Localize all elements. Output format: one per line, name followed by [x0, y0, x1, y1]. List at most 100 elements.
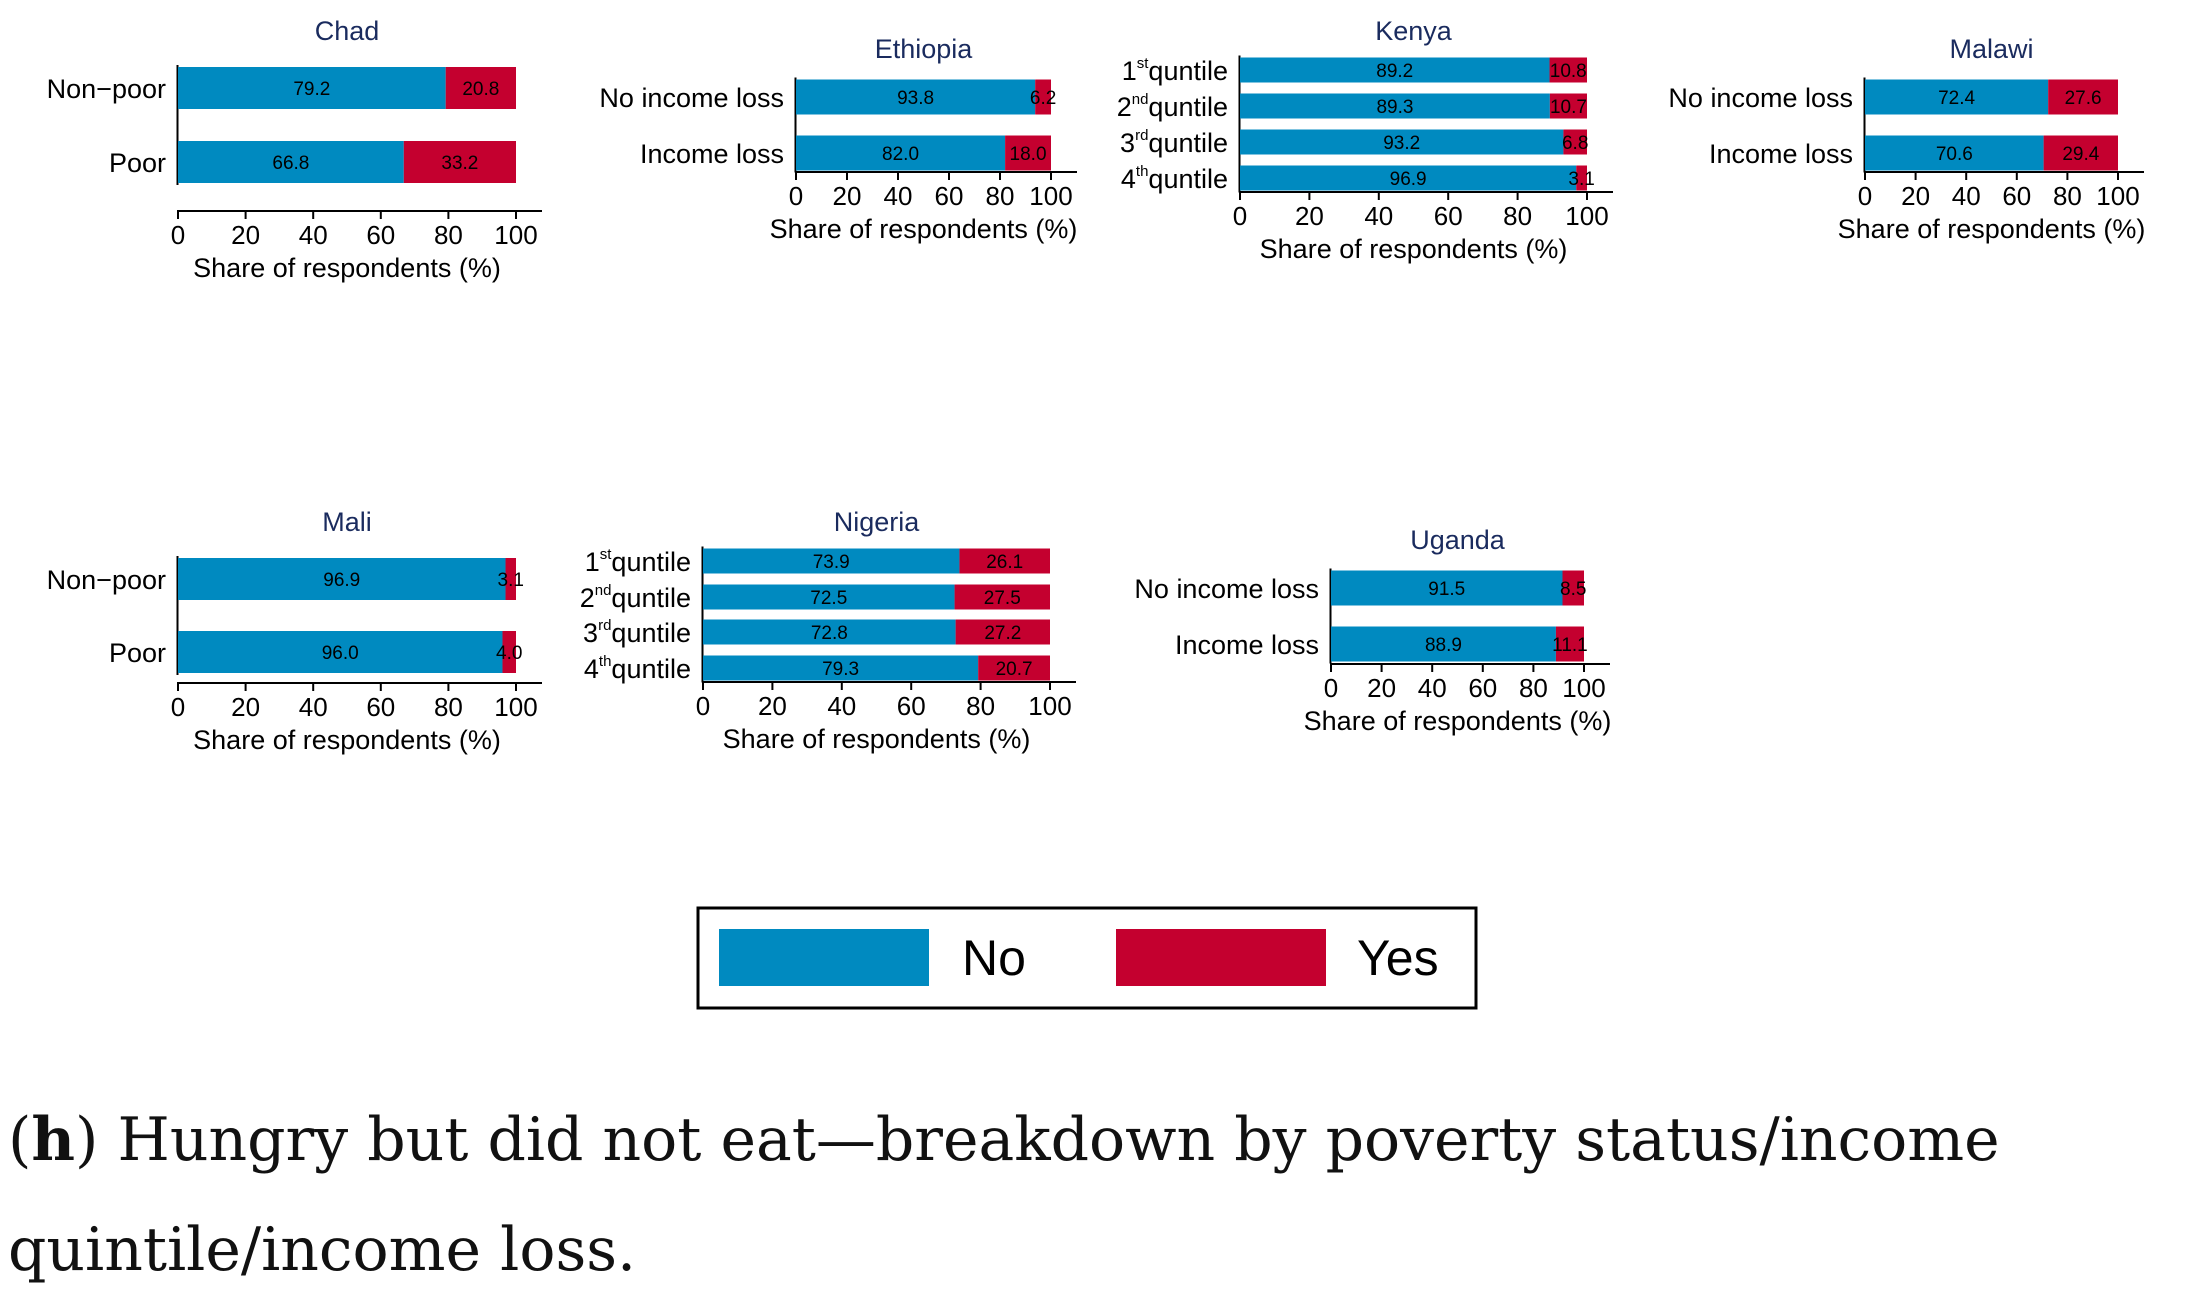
x-tick-label: 80 — [434, 692, 463, 722]
x-tick-label: 100 — [1565, 201, 1608, 231]
x-tick-label: 60 — [1468, 673, 1497, 703]
x-tick-label: 20 — [833, 181, 862, 211]
data-label-no: 93.8 — [897, 88, 934, 109]
data-label-no: 73.9 — [813, 552, 850, 573]
category-label: No income loss — [1134, 574, 1319, 604]
x-tick-label: 60 — [1434, 201, 1463, 231]
x-tick-label: 40 — [1364, 201, 1393, 231]
x-tick-label: 100 — [494, 220, 537, 250]
data-label-no: 91.5 — [1428, 579, 1465, 600]
x-tick-label: 0 — [1233, 201, 1247, 231]
x-tick-label: 40 — [299, 220, 328, 250]
bar-no — [178, 67, 446, 109]
data-label-no: 66.8 — [272, 153, 309, 174]
x-tick-label: 40 — [1418, 673, 1447, 703]
category-label: 2ndquntile — [580, 582, 691, 613]
data-label-yes: 27.2 — [984, 623, 1021, 644]
data-label-yes: 3.1 — [498, 570, 524, 591]
legend-label-no: No — [962, 930, 1026, 986]
x-tick-label: 60 — [366, 220, 395, 250]
bar-no — [703, 655, 979, 681]
data-label-no: 79.3 — [822, 659, 859, 680]
x-tick-label: 0 — [171, 692, 185, 722]
legend-label-yes: Yes — [1357, 930, 1439, 986]
x-axis-label: Share of respondents (%) — [193, 725, 501, 755]
chart-panel-nigeria: Nigeria 73.9 26.1 1stquntile 72.5 27.5 2ndqunt… — [580, 507, 1076, 754]
bar-yes — [1549, 57, 1587, 83]
x-tick-label: 20 — [231, 220, 260, 250]
bar-yes — [1563, 129, 1587, 155]
chart-panel-chad: Chad 79.2 20.8 Non−poor 66.8 33.2 Poor 0 20 40 60 8… — [47, 16, 542, 283]
data-label-no: 89.2 — [1376, 61, 1413, 82]
data-label-yes: 3.1 — [1568, 169, 1594, 190]
x-tick-label: 80 — [1519, 673, 1548, 703]
data-label-yes: 6.8 — [1562, 133, 1588, 154]
bar-yes — [502, 631, 516, 673]
caption-label: h — [31, 1105, 76, 1175]
data-label-yes: 10.8 — [1550, 61, 1587, 82]
x-tick-label: 40 — [1952, 181, 1981, 211]
bar-no — [1865, 135, 2044, 171]
x-tick-label: 20 — [758, 691, 787, 721]
chart-title: Nigeria — [834, 507, 921, 537]
x-tick-label: 20 — [1367, 673, 1396, 703]
x-tick-label: 80 — [986, 181, 1015, 211]
data-label-yes: 26.1 — [986, 552, 1023, 573]
bar-yes — [1005, 135, 1051, 171]
chart-title: Kenya — [1375, 16, 1453, 46]
x-tick-label: 0 — [1858, 181, 1872, 211]
bar-no — [1240, 129, 1564, 155]
chart-title: Uganda — [1410, 525, 1506, 555]
bar-no — [178, 631, 503, 673]
x-tick-label: 20 — [231, 692, 260, 722]
x-tick-label: 40 — [299, 692, 328, 722]
x-tick-label: 80 — [434, 220, 463, 250]
x-tick-label: 0 — [696, 691, 710, 721]
category-label: Non−poor — [47, 565, 166, 595]
x-tick-label: 100 — [1562, 673, 1605, 703]
data-label-no: 96.9 — [1390, 169, 1427, 190]
bar-yes — [1576, 165, 1587, 191]
bar-no — [703, 619, 956, 645]
x-axis-label: Share of respondents (%) — [723, 724, 1031, 754]
chart-panel-uganda: Uganda 91.5 8.5 No income loss 88.9 11.1 Incom… — [1134, 525, 1611, 736]
data-label-yes: 6.2 — [1030, 88, 1056, 109]
data-label-yes: 27.6 — [2065, 88, 2102, 109]
category-label: No income loss — [1668, 83, 1853, 113]
category-label: No income loss — [599, 83, 784, 113]
bar-yes — [1035, 79, 1051, 115]
chart-title: Mali — [322, 507, 372, 537]
x-axis-label: Share of respondents (%) — [1304, 706, 1612, 736]
bar-yes — [978, 655, 1050, 681]
x-tick-label: 40 — [827, 691, 856, 721]
x-tick-label: 60 — [366, 692, 395, 722]
x-tick-label: 60 — [935, 181, 964, 211]
x-tick-label: 100 — [494, 692, 537, 722]
data-label-no: 79.2 — [293, 79, 330, 100]
data-label-no: 82.0 — [882, 144, 919, 165]
bar-yes — [959, 548, 1050, 574]
data-label-yes: 29.4 — [2062, 144, 2099, 165]
x-tick-label: 20 — [1295, 201, 1324, 231]
chart-title: Chad — [315, 16, 380, 46]
bar-yes — [1549, 93, 1587, 119]
data-label-no: 88.9 — [1425, 635, 1462, 656]
x-axis-label: Share of respondents (%) — [1260, 234, 1568, 264]
x-tick-label: 0 — [171, 220, 185, 250]
data-label-no: 89.3 — [1376, 97, 1413, 118]
data-label-yes: 33.2 — [441, 153, 478, 174]
bar-no — [1865, 79, 2049, 115]
category-label: Poor — [109, 148, 166, 178]
bar-yes — [403, 141, 516, 183]
legend-swatch-no — [719, 929, 929, 986]
category-label: 3rdquntile — [1120, 127, 1228, 158]
figure-caption: (h) Hungry but did not eat—breakdown by … — [8, 1105, 2000, 1285]
category-label: 1stquntile — [1122, 55, 1228, 86]
bar-no — [1331, 626, 1556, 662]
data-label-yes: 10.7 — [1550, 97, 1587, 118]
data-label-no: 72.4 — [1938, 88, 1975, 109]
data-label-yes: 27.5 — [984, 588, 1021, 609]
bar-no — [1240, 93, 1550, 119]
bar-no — [1240, 57, 1550, 83]
